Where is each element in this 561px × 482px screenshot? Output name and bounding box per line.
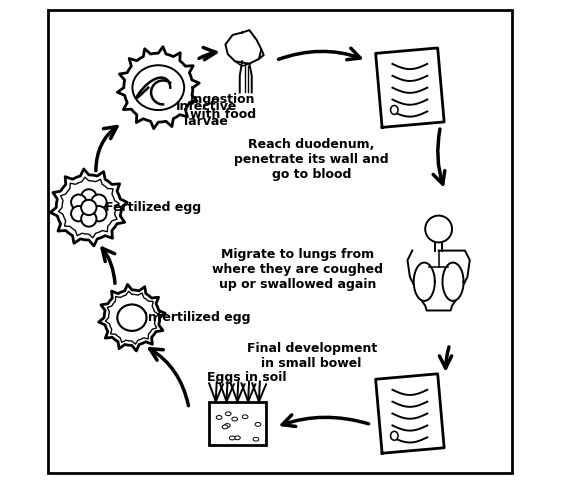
Circle shape <box>425 215 452 242</box>
FancyArrowPatch shape <box>433 129 445 184</box>
Ellipse shape <box>224 424 230 428</box>
Text: Migrate to lungs from
where they are coughed
up or swallowed again: Migrate to lungs from where they are cou… <box>211 248 383 291</box>
Polygon shape <box>99 284 165 351</box>
Bar <box>209 402 266 445</box>
Polygon shape <box>50 169 127 246</box>
FancyArrowPatch shape <box>199 48 216 60</box>
Polygon shape <box>117 47 199 129</box>
Ellipse shape <box>222 425 228 429</box>
Circle shape <box>71 206 86 221</box>
FancyArrowPatch shape <box>278 48 360 60</box>
Text: Unfertilized egg: Unfertilized egg <box>138 311 251 324</box>
Ellipse shape <box>117 305 146 331</box>
Ellipse shape <box>234 436 240 440</box>
Ellipse shape <box>390 431 398 440</box>
Ellipse shape <box>255 423 261 426</box>
Circle shape <box>71 195 86 210</box>
FancyArrowPatch shape <box>102 248 115 283</box>
Text: Reach duodenum,
penetrate its wall and
go to blood: Reach duodenum, penetrate its wall and g… <box>234 138 389 181</box>
Ellipse shape <box>232 417 238 421</box>
Polygon shape <box>376 48 444 127</box>
FancyArrowPatch shape <box>96 126 117 171</box>
Text: Ingestion
with food: Ingestion with food <box>190 93 256 121</box>
Circle shape <box>91 206 107 221</box>
FancyArrowPatch shape <box>439 347 452 368</box>
Circle shape <box>91 195 107 210</box>
Text: Fertilized egg: Fertilized egg <box>105 201 201 214</box>
Circle shape <box>81 211 96 227</box>
Polygon shape <box>413 263 435 301</box>
Ellipse shape <box>216 415 222 419</box>
Polygon shape <box>376 374 444 453</box>
Text: Eggs in soil: Eggs in soil <box>207 371 287 384</box>
FancyArrowPatch shape <box>282 415 369 427</box>
Ellipse shape <box>226 412 231 415</box>
Ellipse shape <box>242 415 248 419</box>
Text: Infective
larvae: Infective larvae <box>176 100 237 128</box>
Text: Final development
in small bowel: Final development in small bowel <box>246 342 377 370</box>
Polygon shape <box>407 251 470 310</box>
Ellipse shape <box>390 106 398 114</box>
FancyArrowPatch shape <box>150 349 188 406</box>
Ellipse shape <box>229 436 235 440</box>
Circle shape <box>81 189 96 204</box>
Polygon shape <box>443 263 463 301</box>
Ellipse shape <box>253 437 259 441</box>
Circle shape <box>81 200 96 215</box>
